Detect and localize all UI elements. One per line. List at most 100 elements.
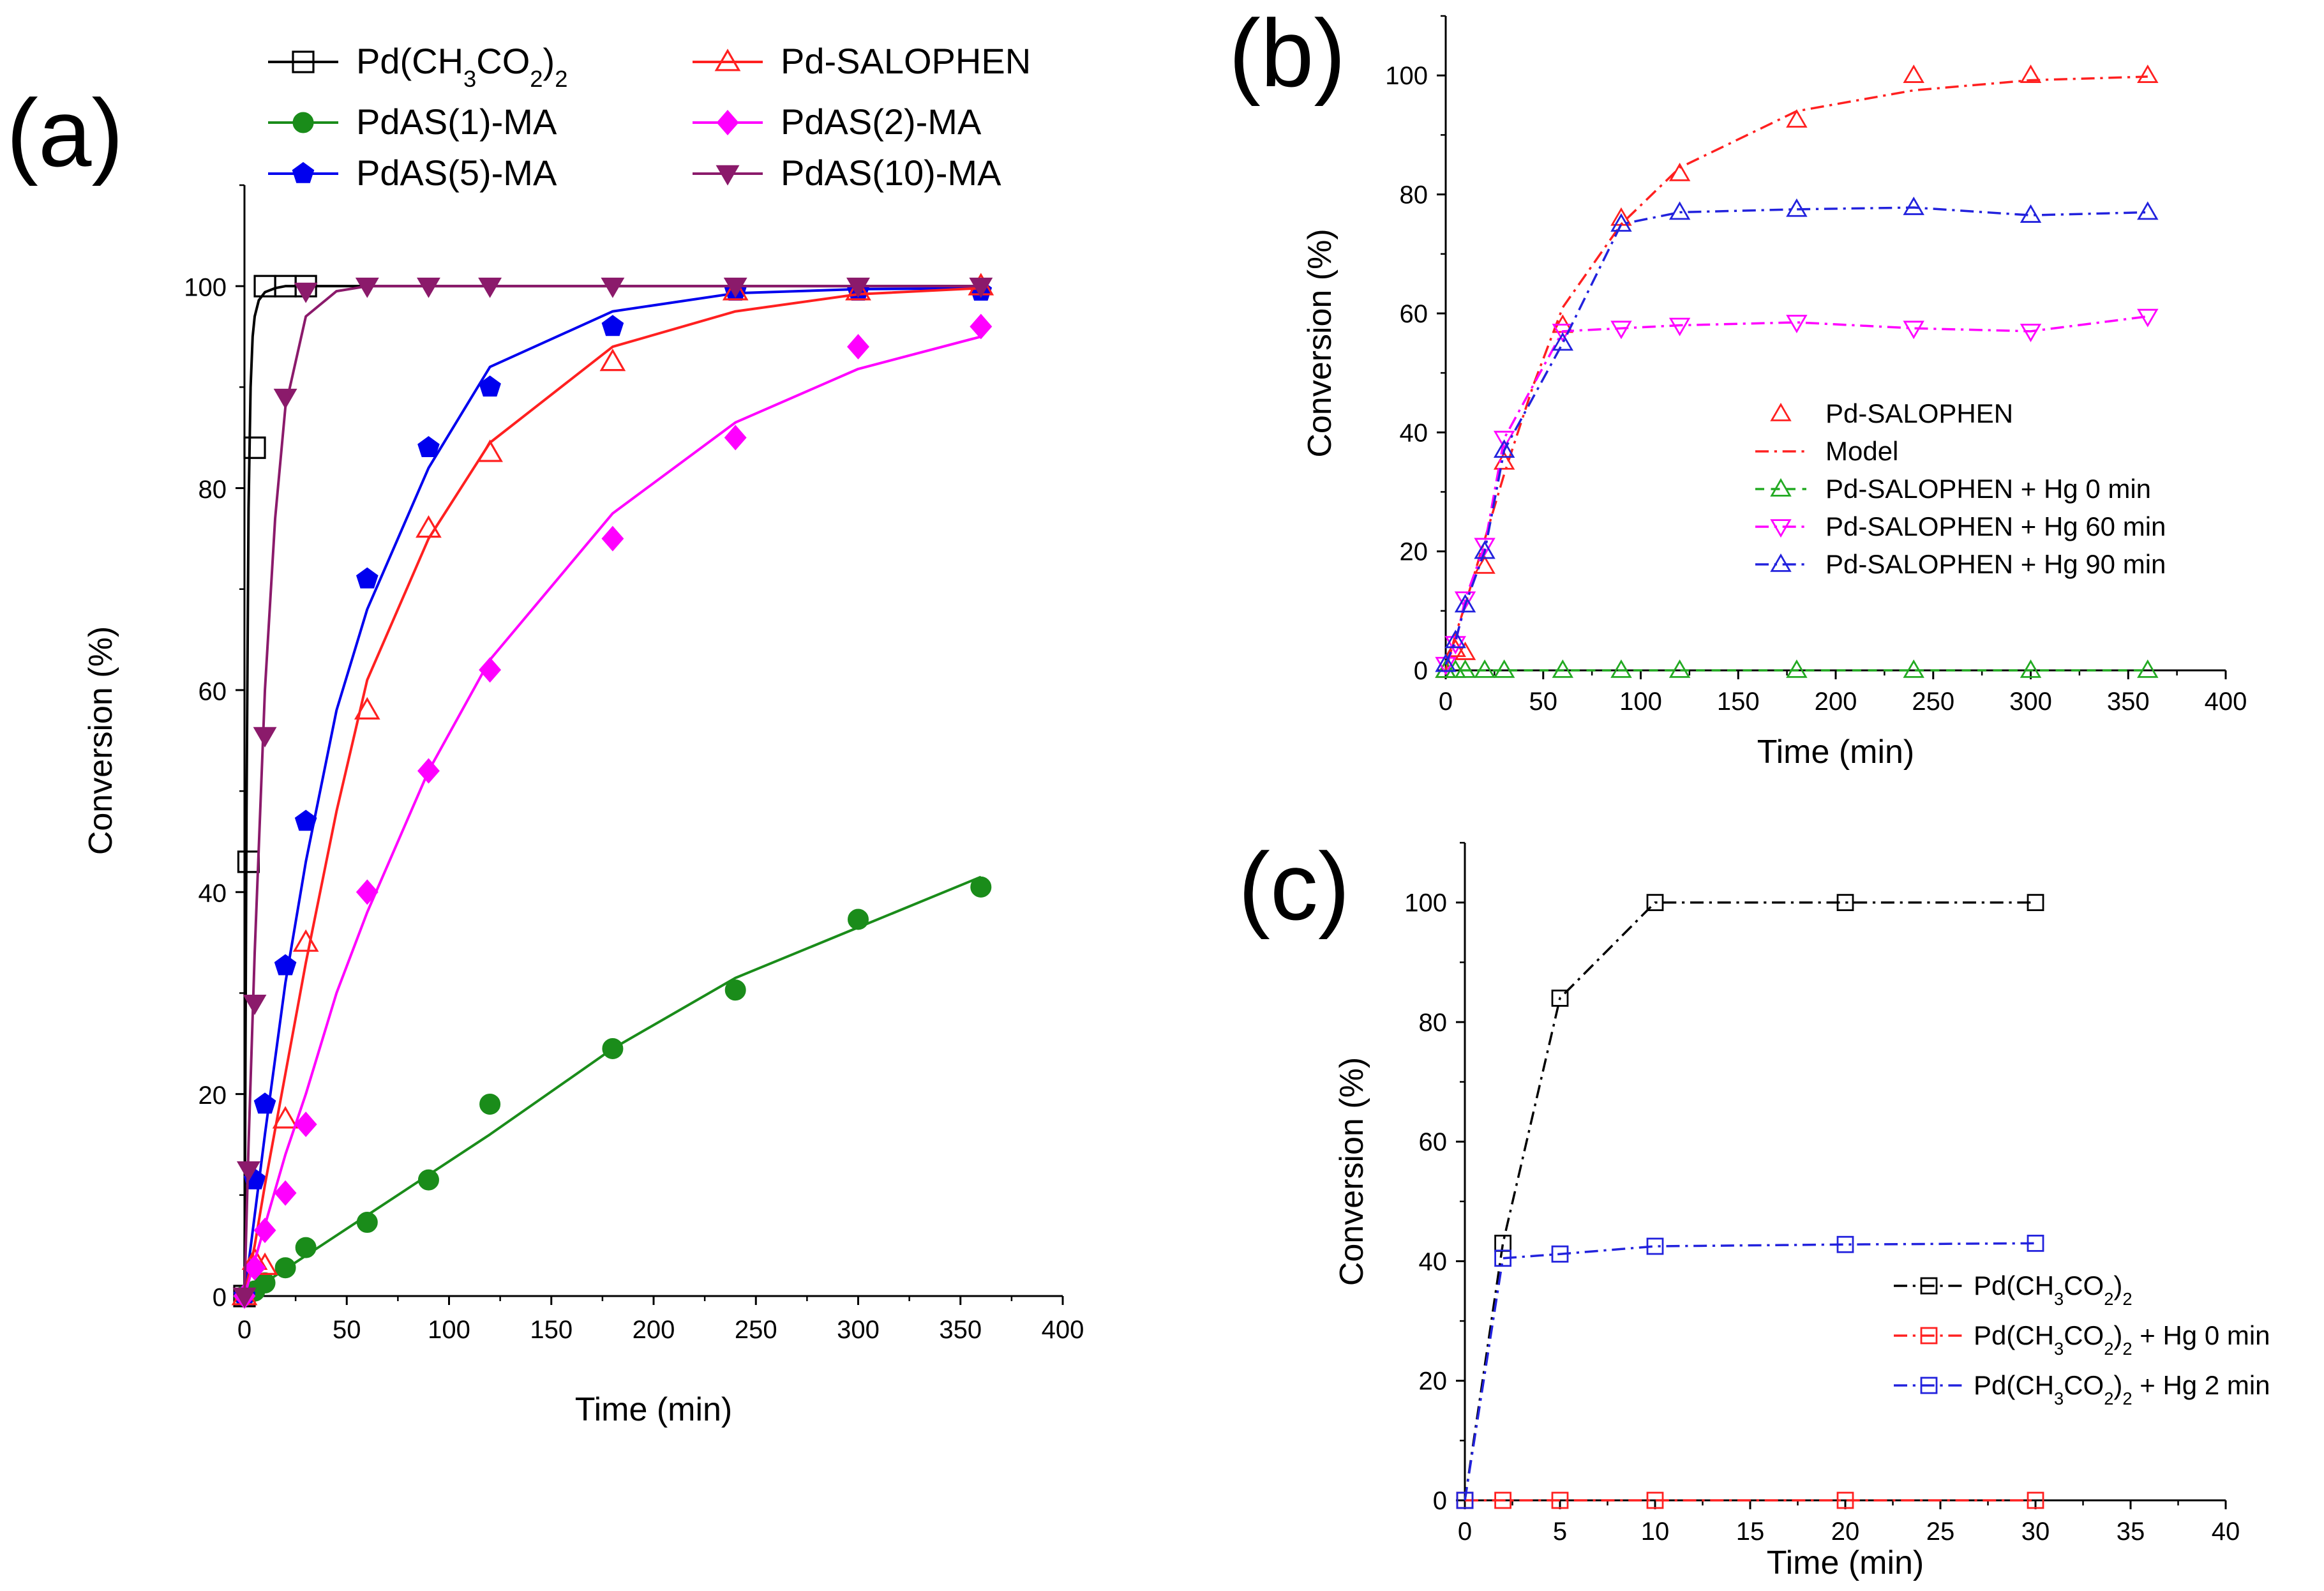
- data-point: [845, 278, 871, 301]
- data-point: [1646, 1237, 1664, 1255]
- y-tick-label: 60: [1400, 300, 1428, 328]
- series-line: [243, 335, 982, 1297]
- y-axis-title: Conversion (%): [1333, 1057, 1370, 1286]
- data-point: [2020, 324, 2042, 342]
- data-point: [1836, 1235, 1854, 1253]
- legend-label: Pd(CH3CO2)2 + Hg 0 min: [1974, 1320, 2270, 1359]
- y-tick-label: 100: [1385, 62, 1428, 90]
- data-point: [599, 349, 626, 372]
- data-point: [1435, 653, 1457, 672]
- y-axis-title: Conversion (%): [1301, 229, 1338, 457]
- legend-marker: [714, 49, 741, 72]
- x-tick-label: 0: [1458, 1518, 1472, 1546]
- data-point: [1454, 659, 1476, 678]
- data-point: [237, 850, 260, 873]
- y-tick-label: 20: [199, 1082, 227, 1110]
- data-point: [479, 375, 501, 397]
- data-point: [601, 315, 624, 336]
- x-axis-title: Time (min): [575, 1391, 733, 1428]
- data-point: [601, 525, 624, 552]
- data-point: [1610, 659, 1632, 678]
- data-point: [1668, 659, 1691, 678]
- data-point: [1551, 1245, 1569, 1263]
- data-point: [724, 979, 746, 1001]
- series-line: [243, 285, 981, 1297]
- x-tick-label: 400: [1042, 1316, 1084, 1344]
- legend-label: PdAS(5)-MA: [356, 153, 557, 193]
- data-point: [274, 1257, 296, 1279]
- data-point: [1493, 430, 1515, 449]
- chart-panel-b: (b) 0 50 100 150 200 250 300 350 400 0 20 40 60 80 100 T…: [1229, 0, 2247, 771]
- data-point: [1610, 213, 1632, 232]
- x-tick-label: 400: [2205, 688, 2247, 716]
- x-tick-label: 250: [735, 1316, 777, 1344]
- data-point: [292, 929, 319, 952]
- data-point: [356, 879, 379, 905]
- series-4: [1435, 196, 2159, 672]
- x-axis-title: Time (min): [1767, 1544, 1924, 1581]
- data-point: [253, 1218, 276, 1244]
- y-tick-label: 60: [1419, 1128, 1448, 1156]
- legend-label: Model: [1825, 436, 1898, 466]
- legend-marker: [1920, 1327, 1938, 1345]
- data-point: [1494, 1491, 1512, 1509]
- legend-marker: [1770, 478, 1792, 497]
- legend: Pd(CH3CO2)2 Pd(CH3CO2)2 + Hg 0 min Pd(CH3C…: [1894, 1271, 2270, 1408]
- data-point: [846, 277, 870, 298]
- data-point: [417, 436, 440, 458]
- y-tick-label: 60: [199, 677, 227, 705]
- data-point: [1494, 1249, 1512, 1267]
- series-4: [233, 313, 993, 1309]
- data-point: [1668, 201, 1691, 220]
- data-point: [272, 1106, 299, 1129]
- x-tick-label: 150: [530, 1316, 573, 1344]
- data-point: [970, 313, 993, 340]
- legend-label: Pd(CH3CO2)2: [1974, 1271, 2133, 1309]
- x-tick-label: 10: [1641, 1518, 1670, 1546]
- data-point: [1646, 894, 1664, 912]
- series-3: [1435, 308, 2159, 675]
- data-point: [1444, 630, 1467, 649]
- x-axis-title: Time (min): [1757, 734, 1915, 771]
- series-line: [1464, 901, 2035, 1501]
- y-tick-label: 40: [199, 880, 227, 908]
- legend-marker: [1770, 519, 1792, 538]
- data-point: [274, 954, 297, 976]
- x-tick-label: 150: [1717, 688, 1760, 716]
- legend-label: Pd-SALOPHEN + Hg 60 min: [1825, 511, 2166, 541]
- data-point: [724, 425, 747, 451]
- series-line: [243, 287, 981, 1297]
- x-tick-label: 5: [1553, 1518, 1567, 1546]
- legend-label: Pd(CH3CO2)2: [356, 41, 567, 92]
- chart-panel-c: (c) 0 5 10 15 20 25 30 35 40 0 20 40 60 80 100 Time (min…: [1238, 833, 2270, 1581]
- x-tick-label: 30: [2021, 1518, 2050, 1546]
- data-point: [1836, 1491, 1854, 1509]
- y-tick-label: 20: [1419, 1368, 1448, 1396]
- legend-marker: [292, 112, 314, 133]
- data-point: [294, 810, 317, 831]
- data-point: [1786, 315, 1808, 333]
- series-0: [1435, 64, 2159, 678]
- data-point: [1456, 1491, 1474, 1509]
- data-point: [723, 277, 747, 298]
- data-point: [1903, 659, 1924, 678]
- data-point: [356, 567, 379, 589]
- data-point: [601, 277, 625, 298]
- data-point: [1454, 591, 1476, 610]
- data-point: [1903, 320, 1924, 340]
- data-point: [2020, 64, 2042, 83]
- legend-label: Pd-SALOPHEN: [781, 41, 1031, 81]
- data-point: [243, 994, 267, 1015]
- data-point: [969, 277, 993, 298]
- y-tick-label: 80: [1400, 181, 1428, 209]
- data-point: [1646, 1491, 1664, 1509]
- data-point: [1836, 894, 1854, 912]
- series-line: [243, 285, 981, 1297]
- legend-label: Pd-SALOPHEN + Hg 0 min: [1825, 474, 2151, 504]
- x-tick-label: 20: [1831, 1518, 1860, 1546]
- x-tick-label: 200: [633, 1316, 675, 1344]
- data-point: [354, 697, 380, 720]
- legend: Pd-SALOPHEN Model Pd-SALOPHEN + Hg 0 min Pd…: [1755, 398, 2166, 579]
- data-point: [416, 277, 440, 298]
- y-tick-label: 20: [1400, 538, 1428, 566]
